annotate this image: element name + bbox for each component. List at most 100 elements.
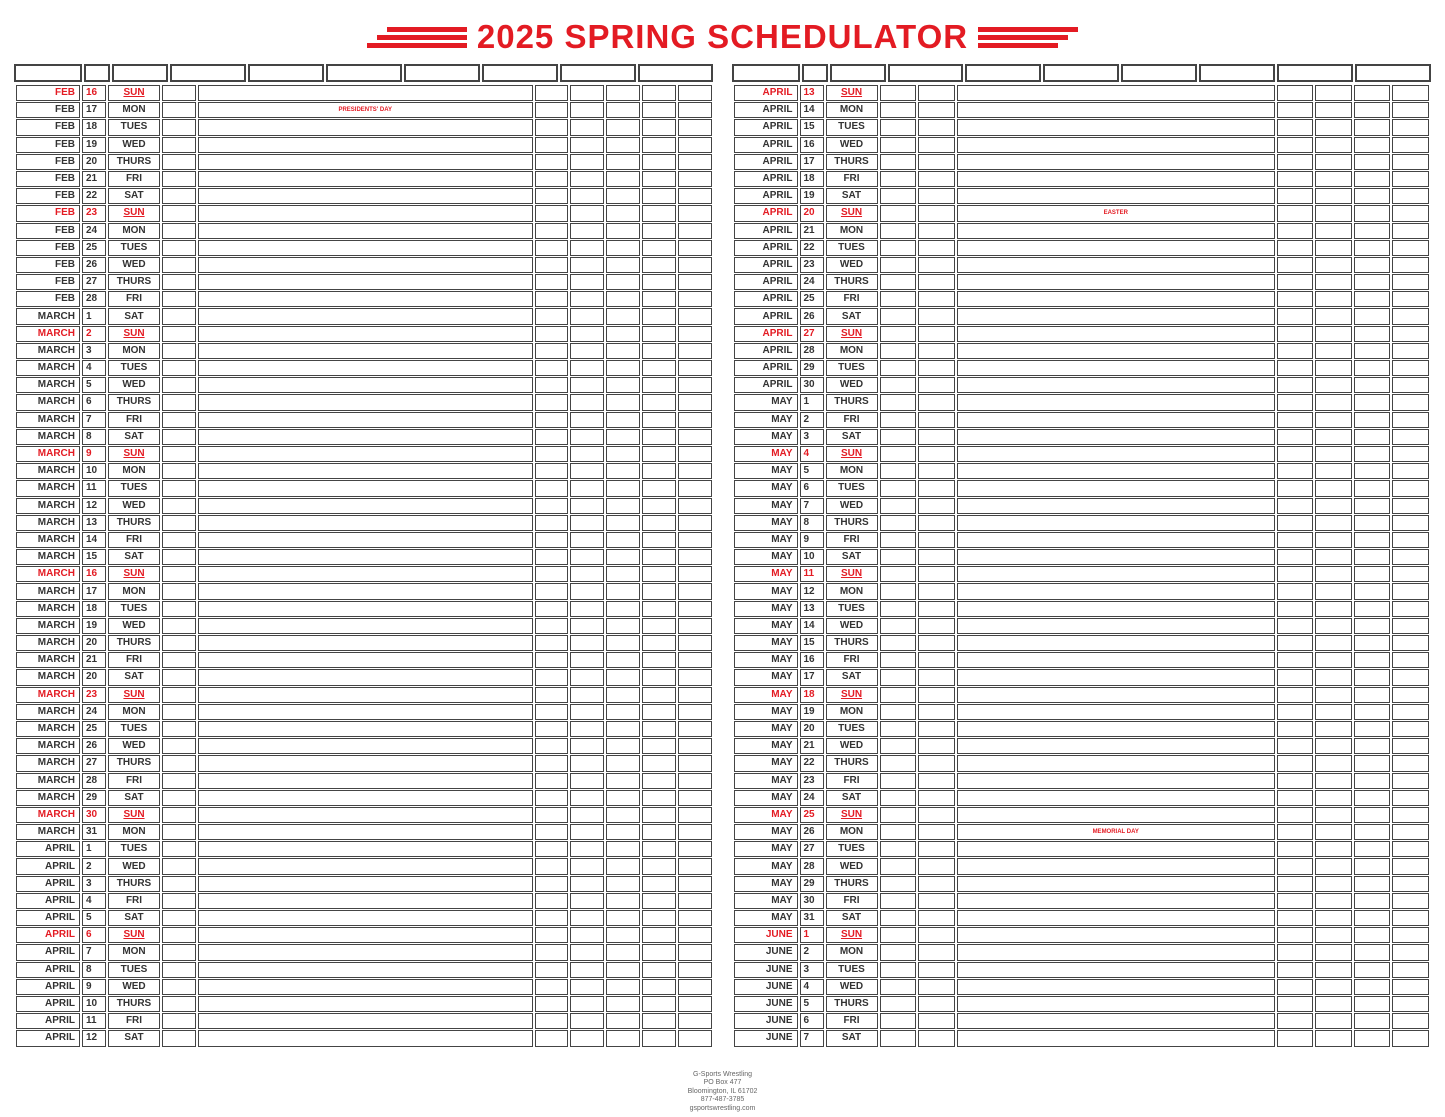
weekday-cell: MON <box>108 704 160 720</box>
slot-cell <box>957 893 1275 909</box>
slot-cell <box>1354 1030 1391 1046</box>
month-cell: JUNE <box>734 1013 798 1029</box>
slot-cell <box>918 394 955 410</box>
slot-cell <box>1315 343 1352 359</box>
slot-cell <box>642 549 676 565</box>
weekday-cell: SAT <box>826 429 878 445</box>
table-row: MARCH27THURS <box>16 755 712 771</box>
month-cell: MARCH <box>16 498 80 514</box>
slot-cell <box>642 962 676 978</box>
table-row: MARCH18TUES <box>16 601 712 617</box>
table-row: JUNE4WED <box>734 979 1430 995</box>
slot-cell <box>1277 446 1314 462</box>
month-cell: MAY <box>734 446 798 462</box>
date-cell: 9 <box>82 979 106 995</box>
slot-cell <box>198 755 533 771</box>
slot-cell <box>1392 738 1429 754</box>
slot-cell <box>1392 498 1429 514</box>
weekday-cell: FRI <box>108 773 160 789</box>
slot-cell <box>198 996 533 1012</box>
weekday-cell: THURS <box>826 635 878 651</box>
slot-cell <box>678 704 712 720</box>
slot-cell <box>957 807 1275 823</box>
weekday-cell: WED <box>826 137 878 153</box>
slot-cell <box>642 515 676 531</box>
slot-cell <box>957 360 1275 376</box>
slot-cell <box>678 944 712 960</box>
slot-cell <box>606 240 640 256</box>
slot-cell <box>1354 154 1391 170</box>
slot-cell <box>570 841 604 857</box>
slot-cell <box>1392 1030 1429 1046</box>
slot-cell <box>1277 377 1314 393</box>
slot-cell <box>1315 85 1352 101</box>
slot-cell <box>1354 979 1391 995</box>
slot-cell <box>642 858 676 874</box>
slot-cell <box>570 962 604 978</box>
month-cell: MAY <box>734 841 798 857</box>
slot-cell: PRESIDENTS' DAY <box>198 102 533 118</box>
date-cell: 8 <box>82 429 106 445</box>
slot-cell <box>957 1030 1275 1046</box>
slot-cell <box>1354 721 1391 737</box>
slot-cell <box>162 549 196 565</box>
weekday-cell: SUN <box>108 446 160 462</box>
slot-cell <box>678 755 712 771</box>
slot-cell <box>162 927 196 943</box>
slot-cell <box>535 343 569 359</box>
slot-cell <box>880 480 917 496</box>
date-cell: 16 <box>800 137 824 153</box>
date-cell: 20 <box>82 154 106 170</box>
slot-cell <box>918 824 955 840</box>
slot-cell <box>535 824 569 840</box>
weekday-cell: FRI <box>826 773 878 789</box>
weekday-cell: TUES <box>826 240 878 256</box>
slot-cell <box>957 962 1275 978</box>
weekday-cell: MON <box>108 463 160 479</box>
slot-cell <box>535 755 569 771</box>
table-row: APRIL14MON <box>734 102 1430 118</box>
weekday-cell: FRI <box>826 532 878 548</box>
date-cell: 2 <box>82 858 106 874</box>
table-row: MARCH20THURS <box>16 635 712 651</box>
slot-cell <box>606 962 640 978</box>
slot-cell <box>606 910 640 926</box>
slot-cell <box>535 687 569 703</box>
slot-cell <box>642 583 676 599</box>
date-cell: 5 <box>82 910 106 926</box>
slot-cell <box>918 377 955 393</box>
table-row: MARCH31MON <box>16 824 712 840</box>
slot-cell <box>678 773 712 789</box>
slot-cell <box>198 205 533 221</box>
weekday-cell: THURS <box>108 154 160 170</box>
slot-cell <box>918 240 955 256</box>
slot-cell <box>570 910 604 926</box>
table-row: MAY4SUN <box>734 446 1430 462</box>
month-cell: MARCH <box>16 807 80 823</box>
slot-cell <box>162 1030 196 1046</box>
slot-cell <box>642 1013 676 1029</box>
table-row: APRIL23WED <box>734 257 1430 273</box>
slot-cell <box>957 85 1275 101</box>
date-cell: 4 <box>82 893 106 909</box>
date-cell: 2 <box>82 326 106 342</box>
table-row: APRIL8TUES <box>16 962 712 978</box>
slot-cell <box>1277 721 1314 737</box>
slot-cell <box>570 274 604 290</box>
table-row: MARCH24MON <box>16 704 712 720</box>
slot-cell <box>918 979 955 995</box>
date-cell: 26 <box>82 738 106 754</box>
slot-cell <box>570 412 604 428</box>
slot-cell <box>198 979 533 995</box>
weekday-cell: SUN <box>108 205 160 221</box>
table-row: MARCH5WED <box>16 377 712 393</box>
weekday-cell: FRI <box>826 171 878 187</box>
slot-cell <box>198 394 533 410</box>
slot-cell <box>880 205 917 221</box>
weekday-cell: WED <box>826 618 878 634</box>
weekday-cell: MON <box>826 343 878 359</box>
table-row: MARCH30SUN <box>16 807 712 823</box>
slot-cell <box>957 463 1275 479</box>
slot-cell <box>162 566 196 582</box>
date-cell: 11 <box>82 1013 106 1029</box>
